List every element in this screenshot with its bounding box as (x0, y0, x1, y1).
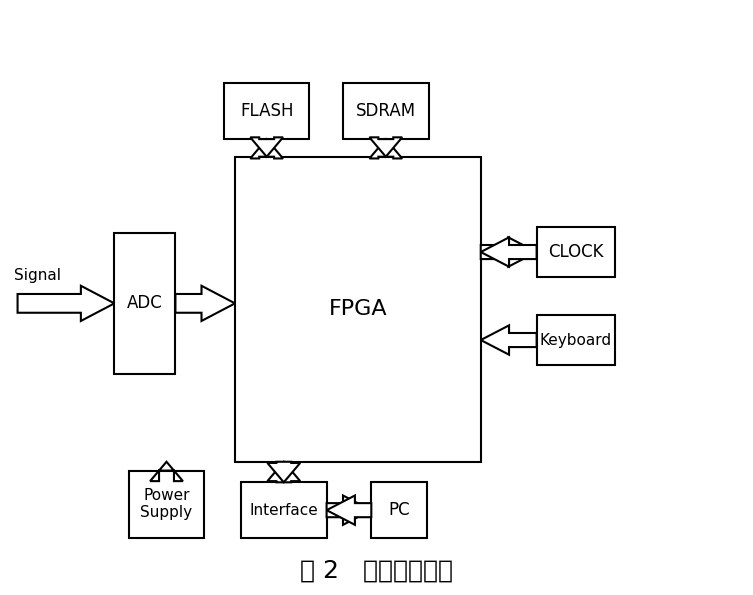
Text: Keyboard: Keyboard (540, 333, 611, 347)
Bar (235, 156, 480, 462)
Text: FLASH: FLASH (240, 102, 294, 120)
Text: Signal: Signal (14, 268, 61, 283)
Polygon shape (250, 137, 283, 156)
Bar (224, 83, 309, 139)
Bar (130, 471, 204, 538)
Polygon shape (250, 139, 283, 158)
Polygon shape (267, 462, 300, 483)
Polygon shape (17, 286, 114, 321)
Text: FPGA: FPGA (328, 299, 387, 320)
Polygon shape (327, 496, 371, 525)
Polygon shape (480, 325, 537, 355)
Polygon shape (327, 496, 371, 525)
Polygon shape (370, 137, 402, 156)
Text: ADC: ADC (127, 295, 163, 312)
Text: CLOCK: CLOCK (548, 243, 603, 261)
Polygon shape (480, 237, 537, 267)
Text: SDRAM: SDRAM (355, 102, 416, 120)
Bar (241, 483, 327, 538)
Bar (371, 483, 427, 538)
Text: 图 2   整体设计思路: 图 2 整体设计思路 (300, 558, 453, 583)
Polygon shape (370, 139, 402, 158)
Bar (114, 233, 175, 374)
Bar (537, 227, 614, 277)
Polygon shape (175, 286, 235, 321)
Bar (343, 83, 428, 139)
Text: PC: PC (389, 501, 410, 519)
Polygon shape (480, 237, 537, 267)
Polygon shape (150, 462, 183, 481)
Bar (537, 315, 614, 365)
Text: Power
Supply: Power Supply (141, 488, 193, 521)
Text: Interface: Interface (249, 503, 319, 518)
Polygon shape (267, 462, 300, 483)
